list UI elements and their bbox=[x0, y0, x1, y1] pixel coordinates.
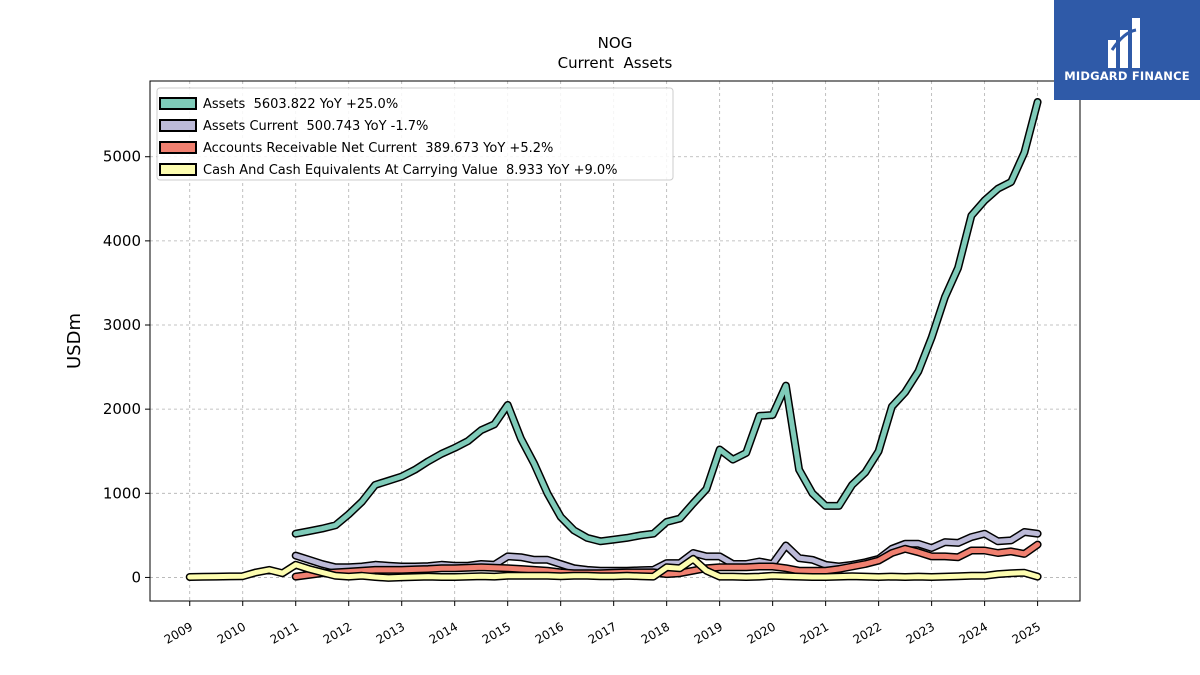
y-tick-label: 0 bbox=[131, 568, 141, 586]
x-tick-label: 2020 bbox=[745, 619, 778, 646]
legend-label: Assets Current 500.743 YoY -1.7% bbox=[203, 119, 428, 134]
chart-title: NOG bbox=[598, 34, 633, 52]
x-tick-label: 2012 bbox=[321, 619, 354, 646]
x-tick-label: 2024 bbox=[957, 619, 990, 646]
legend: Assets 5603.822 YoY +25.0% Assets Current… bbox=[156, 87, 674, 181]
logo-mark-icon bbox=[1108, 18, 1140, 68]
legend-label: Cash And Cash Equivalents At Carrying Va… bbox=[203, 163, 618, 178]
chart-subtitle: Current Assets bbox=[558, 54, 673, 72]
y-axis-label: USDm bbox=[64, 313, 85, 369]
x-tick-label: 2010 bbox=[215, 619, 248, 646]
legend-box bbox=[156, 87, 674, 181]
x-tick-label: 2017 bbox=[586, 619, 619, 646]
x-tick-label: 2021 bbox=[798, 619, 831, 646]
y-tick-label: 3000 bbox=[103, 316, 141, 334]
x-tick-label: 2023 bbox=[904, 619, 937, 646]
legend-swatch bbox=[159, 97, 197, 110]
y-tick-label: 2000 bbox=[103, 400, 141, 418]
series-line bbox=[293, 542, 1041, 580]
legend-swatch bbox=[159, 163, 197, 176]
x-tick-label: 2013 bbox=[374, 619, 407, 646]
x-tick-label: 2022 bbox=[851, 619, 884, 646]
series-line bbox=[293, 99, 1041, 544]
series-layer bbox=[185, 98, 1042, 582]
legend-swatch bbox=[159, 119, 197, 132]
legend-swatch bbox=[159, 141, 197, 154]
legend-label: Assets 5603.822 YoY +25.0% bbox=[203, 97, 398, 112]
x-tick-label: 2014 bbox=[427, 619, 460, 646]
x-tick-label: 2011 bbox=[268, 619, 301, 646]
axis-ticks: 0 1000 2000 3000 4000 5000 2009 2010 2011 2012 201… bbox=[103, 148, 1043, 647]
y-tick-label: 1000 bbox=[103, 484, 141, 502]
x-tick-label: 2019 bbox=[692, 619, 725, 646]
logo-text: MIDGARD FINANCE bbox=[1064, 69, 1190, 83]
x-tick-label: 2009 bbox=[162, 619, 195, 646]
x-tick-label: 2018 bbox=[639, 619, 672, 646]
x-tick-label: 2015 bbox=[480, 619, 513, 646]
series-3 bbox=[185, 554, 1042, 582]
plot-frame bbox=[149, 80, 1081, 602]
series-0 bbox=[291, 98, 1042, 546]
y-tick-label: 4000 bbox=[103, 232, 141, 250]
x-tick-label: 2016 bbox=[533, 619, 566, 646]
series-line bbox=[187, 556, 1041, 581]
y-tick-label: 5000 bbox=[103, 148, 141, 166]
series-2 bbox=[291, 540, 1042, 581]
legend-label: Accounts Receivable Net Current 389.673 … bbox=[203, 141, 553, 156]
x-tick-label: 2025 bbox=[1010, 619, 1043, 646]
brand-logo: MIDGARD FINANCE bbox=[1054, 0, 1200, 100]
